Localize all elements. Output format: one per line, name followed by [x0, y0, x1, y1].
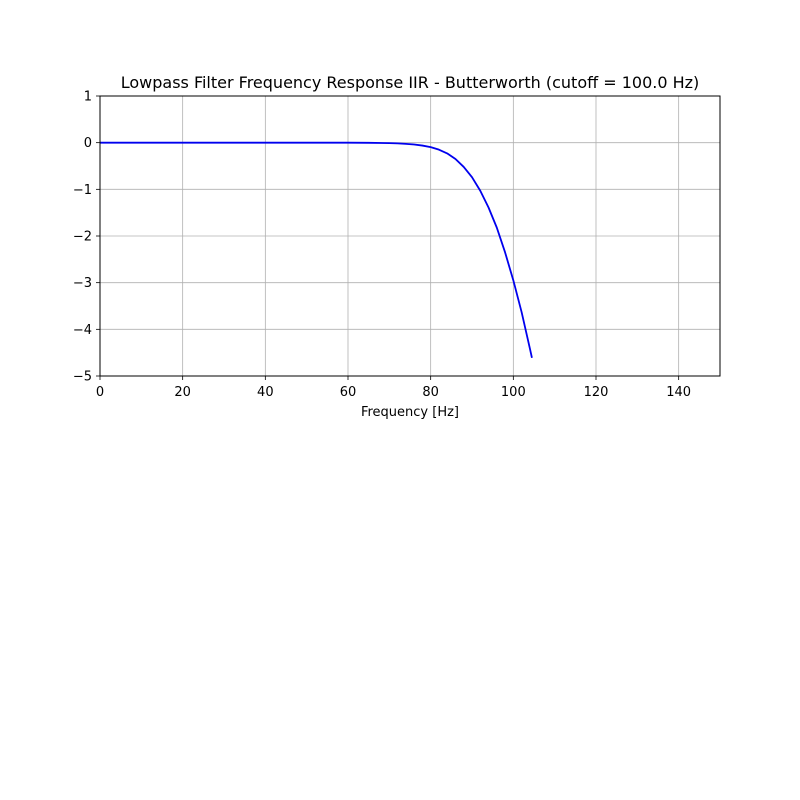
- y-tick-label: −4: [73, 323, 92, 338]
- y-tick-label: −1: [73, 183, 92, 198]
- x-tick-label: 120: [584, 385, 609, 400]
- series-line: [100, 141, 533, 358]
- grid: [99, 95, 720, 377]
- y-tick-label: −2: [73, 230, 92, 245]
- x-tick-label: 40: [257, 385, 274, 400]
- ticks: 0 20 40 60 80 100 120 140 1 0 −1 −2 −3 −4 −5: [73, 90, 691, 401]
- y-tick-label: −5: [73, 370, 92, 385]
- x-tick-label: 60: [340, 385, 357, 400]
- x-tick-label: 140: [666, 385, 691, 400]
- x-tick-label: 0: [96, 385, 104, 400]
- x-tick-label: 100: [501, 385, 526, 400]
- x-tick-label: 80: [422, 385, 439, 400]
- y-tick-label: −3: [73, 276, 92, 291]
- chart-title: Lowpass Filter Frequency Response IIR - …: [121, 73, 700, 92]
- x-axis-label: Frequency [Hz]: [361, 405, 459, 420]
- x-tick-label: 20: [174, 385, 191, 400]
- series-layer: [100, 141, 533, 358]
- y-tick-label: 0: [84, 136, 92, 151]
- y-tick-label: 1: [84, 90, 92, 105]
